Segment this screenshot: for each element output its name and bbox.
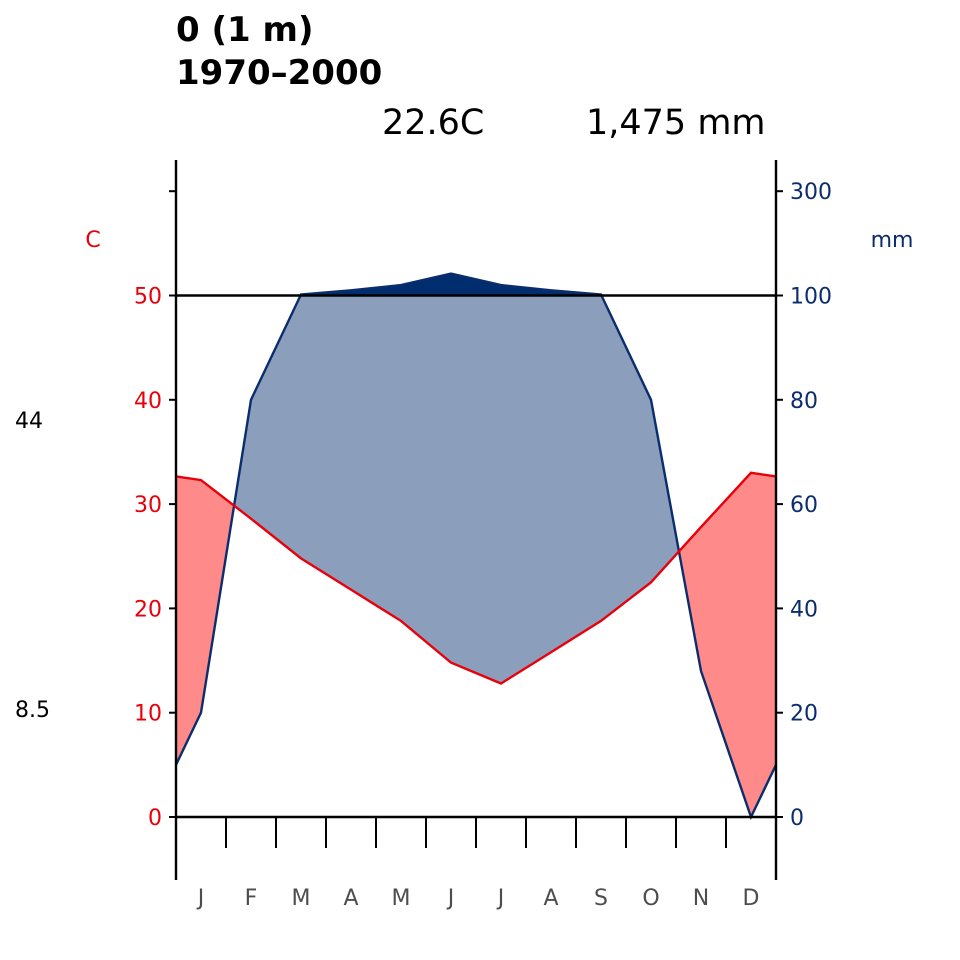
precipitation-line	[174, 272, 778, 821]
chart-title-line1: 0 (1 m)	[176, 10, 314, 50]
month-label: M	[292, 886, 311, 911]
month-label: O	[642, 886, 659, 911]
precip-tick-label: 60	[790, 493, 818, 518]
month-label: A	[343, 886, 358, 911]
humid-period-area	[551, 290, 601, 653]
chart-title-line2: 1970–2000	[176, 53, 383, 93]
humid-period-area	[451, 273, 501, 684]
precip-tick-label: 80	[790, 389, 818, 414]
arid-period-area	[701, 472, 751, 817]
temperature-line	[175, 471, 777, 685]
temp-tick-label: 20	[134, 597, 162, 622]
temp-tick-label: 0	[148, 806, 162, 831]
humid-period-area	[351, 285, 401, 621]
humid-period-area	[651, 399, 679, 583]
month-label: J	[446, 886, 455, 911]
max-temperature-label: 44	[15, 409, 43, 434]
month-label: D	[743, 886, 760, 911]
humid-period-area	[601, 294, 651, 621]
precip-tick-label: 300	[790, 180, 832, 205]
temp-tick-label: 10	[134, 702, 162, 727]
precip-tick-label: 20	[790, 702, 818, 727]
temp-tick-label: 30	[134, 493, 162, 518]
wet-season-area	[296, 273, 606, 296]
temp-tick-label: 40	[134, 389, 162, 414]
annual-precipitation-label: 1,475 mm	[586, 103, 766, 143]
min-temperature-label: 8.5	[15, 698, 50, 723]
month-label: M	[392, 886, 411, 911]
temp-tick-label: 50	[134, 285, 162, 310]
precip-tick-label: 40	[790, 597, 818, 622]
arid-period-area	[176, 476, 201, 765]
humid-period-area	[301, 290, 351, 590]
temp-axis-unit: C	[85, 228, 100, 253]
month-label: F	[245, 886, 258, 911]
humid-period-area	[501, 285, 551, 684]
mean-temperature-label: 22.6C	[382, 103, 485, 143]
month-label: J	[196, 886, 205, 911]
month-label: S	[594, 886, 608, 911]
precip-tick-label: 0	[790, 806, 804, 831]
month-label: N	[693, 886, 709, 911]
month-label: A	[543, 886, 558, 911]
humid-period-area	[251, 294, 301, 559]
precip-tick-label: 100	[790, 285, 832, 310]
humid-period-area	[401, 273, 451, 663]
arid-period-area	[751, 472, 776, 817]
month-label: J	[496, 886, 505, 911]
precip-axis-unit: mm	[871, 228, 914, 253]
